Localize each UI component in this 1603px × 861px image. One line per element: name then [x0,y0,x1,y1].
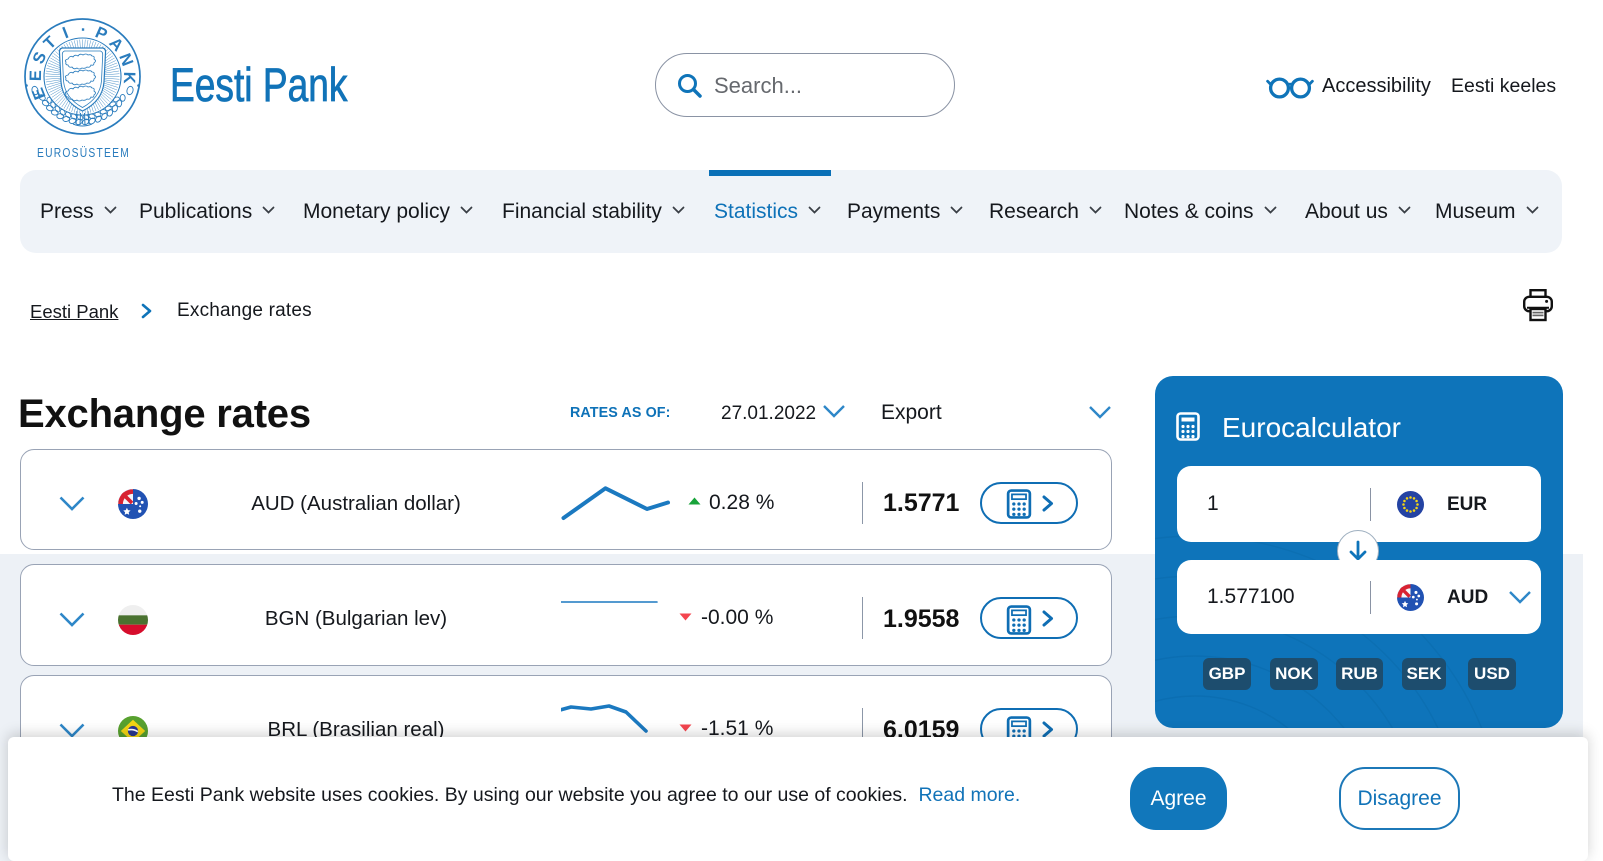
svg-text:N: N [115,51,136,69]
svg-text:P: P [93,23,110,44]
svg-text:·: · [81,21,87,39]
svg-text:K: K [120,72,138,84]
svg-text:T: T [40,33,60,53]
svg-text:S: S [29,49,50,66]
svg-text:EUROSÜSTEEM: EUROSÜSTEEM [37,146,130,160]
svg-text:I: I [60,24,71,42]
svg-text:E: E [27,70,45,81]
